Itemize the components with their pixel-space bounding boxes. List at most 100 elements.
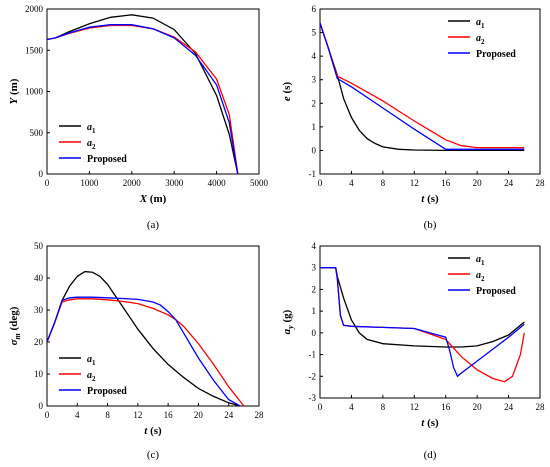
x-tick-label: 12 xyxy=(410,178,419,188)
svg-text:X (m): X (m) xyxy=(139,193,167,205)
plot-frame xyxy=(319,245,541,399)
legend-label-a1: a1 xyxy=(476,254,485,267)
x-tick-label: 28 xyxy=(255,410,265,420)
x-tick-label: 16 xyxy=(441,402,451,412)
series-line-a1 xyxy=(47,270,241,406)
x-tick-label: 8 xyxy=(381,402,386,412)
y-tick-label: 0 xyxy=(312,145,317,155)
y-tick-label: 1500 xyxy=(25,45,44,55)
legend-label-a2: a2 xyxy=(87,370,96,383)
y-tick-label: 1000 xyxy=(25,87,44,97)
x-tick-label: 2000 xyxy=(123,178,142,188)
y-tick-label: 40 xyxy=(34,273,44,283)
y-axis-label: Y (m) xyxy=(8,78,20,104)
svg-text:ay (g): ay (g) xyxy=(281,309,295,334)
x-tick-label: 3000 xyxy=(165,178,184,188)
series-line-a1 xyxy=(320,267,525,348)
y-axis-label: σm (deg) xyxy=(8,306,22,345)
x-tick-label: 16 xyxy=(164,410,174,420)
x-tick-label: 24 xyxy=(504,402,514,412)
x-tick-label: 8 xyxy=(381,178,386,188)
series-line-a2 xyxy=(47,24,239,174)
chart-panel-1: 0 1000 2000 3000 4000 5000 0 500 1000 1500 2000 X (… xyxy=(8,4,269,231)
y-tick-label: 0 xyxy=(39,401,44,411)
legend-label-a2: a2 xyxy=(87,138,96,151)
legend-label-proposed: Proposed xyxy=(87,386,127,397)
x-axis-label: t (s) xyxy=(421,193,439,205)
x-tick-label: 0 xyxy=(318,402,323,412)
x-tick-label: 28 xyxy=(536,178,546,188)
y-axis-label: e (s) xyxy=(281,82,293,102)
legend-label-proposed: Proposed xyxy=(476,286,516,297)
x-tick-label: 0 xyxy=(45,410,50,420)
x-tick-label: 4 xyxy=(349,178,354,188)
x-tick-label: 24 xyxy=(224,410,234,420)
series-line-proposed xyxy=(47,24,239,174)
series-line-proposed xyxy=(320,267,525,378)
y-tick-label: 3 xyxy=(312,263,317,273)
legend-label-a2: a2 xyxy=(476,33,485,46)
y-axis-label: ay (g) xyxy=(281,309,295,334)
x-tick-label: 20 xyxy=(473,402,483,412)
legend-label-a1: a1 xyxy=(87,122,96,135)
y-tick-label: -1 xyxy=(309,169,317,179)
y-tick-label: 50 xyxy=(34,241,44,251)
x-axis-label: X (m) xyxy=(139,193,167,205)
y-tick-label: -3 xyxy=(309,393,317,403)
legend: a1 a2 Proposed xyxy=(448,17,516,60)
y-tick-label: -1 xyxy=(309,350,317,360)
y-tick-label: 500 xyxy=(30,128,44,138)
plot-frame xyxy=(46,8,260,175)
panel-label: (b) xyxy=(424,219,437,231)
legend: a1 a2 Proposed xyxy=(448,254,516,297)
x-tick-label: 12 xyxy=(410,402,419,412)
legend: a1 a2 Proposed xyxy=(59,354,127,397)
svg-text:e (s): e (s) xyxy=(281,82,293,102)
y-tick-label: 2 xyxy=(312,284,317,294)
series-line-a2 xyxy=(47,298,245,406)
x-tick-label: 12 xyxy=(133,410,142,420)
svg-text:t (s): t (s) xyxy=(421,193,439,205)
plot-frame xyxy=(319,8,541,175)
y-tick-label: 0 xyxy=(312,328,317,338)
y-tick-label: 6 xyxy=(312,4,317,14)
panel-label: (c) xyxy=(147,449,160,461)
y-tick-label: 4 xyxy=(312,241,317,251)
series-line-a2 xyxy=(320,22,525,149)
svg-text:t (s): t (s) xyxy=(144,425,162,437)
x-tick-label: 24 xyxy=(504,178,514,188)
y-tick-label: -2 xyxy=(309,371,317,381)
x-tick-label: 1000 xyxy=(80,178,99,188)
y-tick-label: 0 xyxy=(39,169,44,179)
legend: a1 a2 Proposed xyxy=(59,122,127,165)
legend-label-a2: a2 xyxy=(476,270,485,283)
x-tick-label: 4 xyxy=(75,410,80,420)
y-tick-label: 2000 xyxy=(25,4,44,14)
x-tick-label: 20 xyxy=(473,178,483,188)
series-line-proposed xyxy=(47,296,241,406)
x-axis-label: t (s) xyxy=(144,425,162,437)
series-line-a1 xyxy=(47,14,239,174)
x-tick-label: 0 xyxy=(45,178,50,188)
legend-label-a1: a1 xyxy=(87,354,96,367)
legend-label-proposed: Proposed xyxy=(87,154,127,165)
x-tick-label: 20 xyxy=(194,410,204,420)
y-tick-label: 1 xyxy=(312,306,317,316)
panel-label: (a) xyxy=(147,219,160,231)
legend-label-a1: a1 xyxy=(476,17,485,30)
svg-text:t (s): t (s) xyxy=(421,417,439,429)
x-tick-label: 4 xyxy=(349,402,354,412)
x-tick-label: 16 xyxy=(441,178,451,188)
y-tick-label: 5 xyxy=(312,28,317,38)
y-tick-label: 2 xyxy=(312,98,317,108)
svg-text:σm (deg): σm (deg) xyxy=(8,306,22,345)
x-tick-label: 0 xyxy=(318,178,323,188)
y-tick-label: 10 xyxy=(34,369,44,379)
panel-label: (d) xyxy=(424,449,437,461)
y-tick-label: 3 xyxy=(312,75,317,85)
y-tick-label: 30 xyxy=(34,305,44,315)
